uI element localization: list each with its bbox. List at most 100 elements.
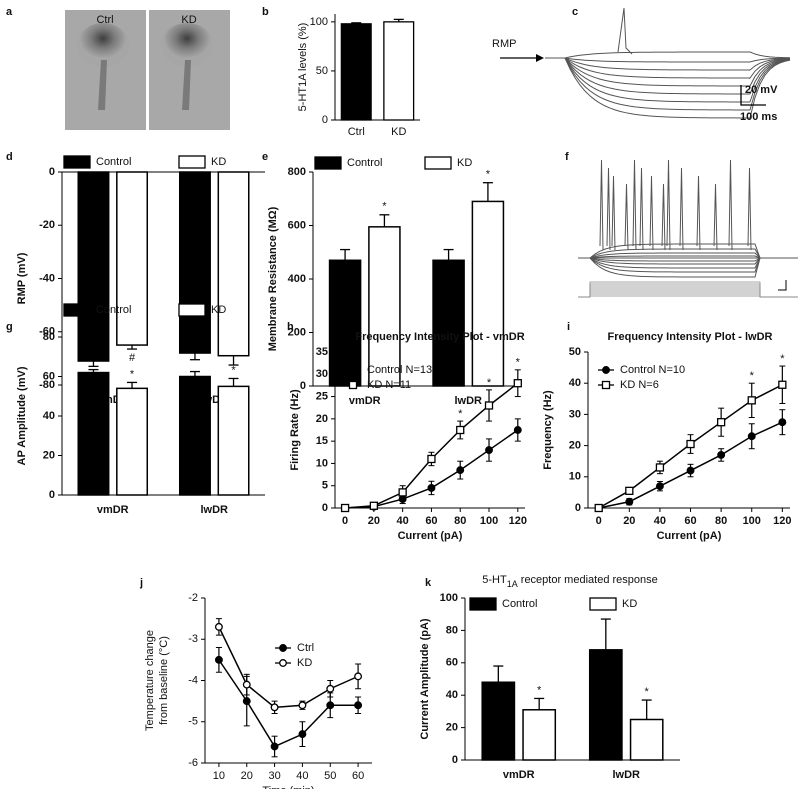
dendrite bbox=[182, 60, 191, 110]
bar bbox=[340, 23, 372, 121]
marker bbox=[326, 684, 335, 693]
x-tick-label: lwDR bbox=[613, 769, 641, 781]
y-tick-label: 0 bbox=[300, 380, 306, 392]
marker bbox=[456, 466, 465, 475]
marker bbox=[270, 703, 279, 712]
spike bbox=[649, 175, 654, 251]
legend-swatch bbox=[178, 303, 206, 317]
y-tick-label: 0 bbox=[49, 166, 55, 178]
legend-marker bbox=[279, 659, 287, 667]
marker bbox=[655, 482, 664, 491]
spike bbox=[679, 167, 684, 251]
spike bbox=[639, 167, 644, 251]
legend-label: KD bbox=[297, 657, 312, 669]
legend-label: KD N=6 bbox=[620, 379, 659, 391]
significance-mark: * bbox=[231, 364, 236, 376]
chart-title: 5-HT1A receptor mediated response bbox=[482, 574, 658, 589]
x-tick-label: KD bbox=[391, 126, 406, 138]
panel-letter: g bbox=[6, 321, 13, 333]
marker bbox=[242, 697, 251, 706]
y-axis-label: Firing Rate (Hz) bbox=[289, 389, 301, 471]
bar bbox=[116, 387, 149, 496]
marker bbox=[369, 501, 379, 510]
x-tick-label: 40 bbox=[296, 770, 308, 782]
panel-letter: b bbox=[262, 6, 269, 18]
title-part: 1A bbox=[507, 579, 518, 589]
x-tick-label: vmDR bbox=[503, 769, 535, 781]
marker bbox=[398, 488, 407, 497]
y-tick-label: 800 bbox=[288, 166, 306, 178]
voltage-trace bbox=[545, 57, 791, 111]
title-part: receptor mediated response bbox=[518, 574, 658, 586]
y-tick-label: 40 bbox=[43, 410, 55, 422]
voltage-trace bbox=[578, 257, 798, 273]
y-tick-label: 80 bbox=[446, 624, 458, 636]
y-tick-label: 0 bbox=[322, 502, 328, 514]
voltage-trace bbox=[578, 252, 798, 259]
trace-label: RMP bbox=[492, 38, 516, 50]
bar bbox=[217, 171, 250, 357]
image-label: Ctrl bbox=[96, 14, 113, 26]
spike bbox=[617, 7, 633, 55]
y-tick-label: -4 bbox=[188, 674, 198, 686]
y-tick-label: 0 bbox=[322, 114, 328, 126]
y-tick-label: -40 bbox=[39, 272, 55, 284]
spike bbox=[713, 183, 718, 251]
y-tick-label: -80 bbox=[39, 379, 55, 391]
y-axis-label: AP Amplitude (mV) bbox=[16, 366, 28, 465]
x-tick-label: Ctrl bbox=[348, 126, 365, 138]
y-tick-label: 20 bbox=[316, 413, 328, 425]
significance-mark: * bbox=[780, 353, 785, 365]
panel-letter: j bbox=[139, 577, 143, 589]
scale-label: 100 ms bbox=[740, 111, 777, 123]
legend-label: Control N=13 bbox=[367, 364, 432, 376]
marker bbox=[354, 672, 363, 681]
x-tick-label: lwDR bbox=[201, 504, 229, 516]
significance-mark: * bbox=[486, 169, 491, 181]
x-tick-label: 20 bbox=[241, 770, 253, 782]
legend-marker bbox=[348, 380, 358, 390]
significance-mark: * bbox=[458, 408, 463, 420]
legend-swatch bbox=[469, 597, 497, 611]
bar bbox=[471, 200, 505, 387]
marker bbox=[214, 655, 223, 664]
legend-swatch bbox=[314, 156, 342, 170]
bar bbox=[481, 681, 516, 761]
significance-mark: # bbox=[129, 352, 136, 364]
marker bbox=[298, 701, 307, 710]
significance-mark: * bbox=[130, 368, 135, 380]
marker bbox=[513, 426, 522, 434]
spike bbox=[611, 175, 616, 251]
spike bbox=[747, 167, 752, 251]
x-tick-label: 60 bbox=[425, 515, 437, 527]
y-axis-label: RMP (mV) bbox=[16, 252, 28, 304]
marker bbox=[242, 680, 251, 689]
y-tick-label: -2 bbox=[188, 592, 198, 604]
marker bbox=[717, 451, 726, 459]
stimulus-step bbox=[578, 293, 798, 298]
voltage-trace bbox=[545, 57, 791, 119]
chart-title: Frequency Intensity Plot - lwDR bbox=[607, 331, 772, 343]
x-tick-label: 120 bbox=[773, 515, 791, 527]
panel-letter: a bbox=[6, 6, 13, 18]
marker bbox=[326, 701, 335, 710]
voltage-trace bbox=[545, 51, 791, 59]
y-tick-label: 100 bbox=[440, 592, 458, 604]
marker bbox=[778, 418, 787, 427]
marker bbox=[594, 503, 603, 513]
legend-label: Control bbox=[347, 157, 382, 169]
bar bbox=[383, 21, 415, 121]
y-tick-label: 10 bbox=[316, 457, 328, 469]
spike bbox=[624, 183, 629, 251]
x-tick-label: 30 bbox=[268, 770, 280, 782]
y-tick-label: -20 bbox=[39, 219, 55, 231]
legend-label: Control bbox=[502, 598, 537, 610]
significance-mark: * bbox=[645, 686, 650, 698]
dendrite bbox=[98, 60, 107, 110]
marker bbox=[427, 454, 436, 464]
x-tick-label: 10 bbox=[213, 770, 225, 782]
x-tick-label: 0 bbox=[596, 515, 602, 527]
y-tick-label: 200 bbox=[288, 326, 306, 338]
y-tick-label: 20 bbox=[446, 722, 458, 734]
voltage-trace bbox=[578, 257, 798, 262]
